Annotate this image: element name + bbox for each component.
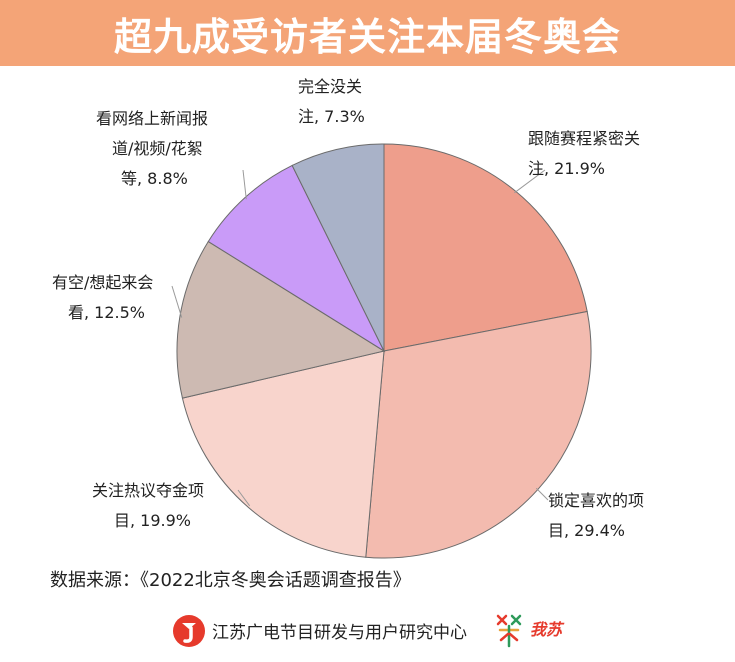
leader-line-watch-when-free [171, 285, 183, 318]
footer: 江苏广电节目研发与用户研究中心 我苏 [0, 606, 735, 654]
pie-slice-not-at-all [291, 143, 385, 352]
slice-label-online-news: 看网络上新闻报 道/视频/花絮 等, 8.8% [96, 109, 209, 188]
pie-slice-watch-when-free [176, 240, 386, 399]
slice-label-not-at-all: 完全没关 注, 7.3% [298, 77, 365, 126]
pie-slice-online-news [207, 164, 386, 353]
data-source: 数据来源：《2022北京冬奥会话题调查报告》 [50, 570, 411, 591]
pie-slice-gold-events [181, 350, 385, 558]
org-name: 江苏广电节目研发与用户研究中心 [212, 623, 467, 643]
leader-line-online-news [242, 169, 247, 200]
title-bar: 超九成受访者关注本届冬奥会 [0, 0, 735, 66]
slice-label-follow-closely: 跟随赛程紧密关 注, 21.9% [528, 129, 641, 178]
chart-title: 超九成受访者关注本届冬奥会 [113, 14, 621, 59]
brand-name: 我苏 [530, 620, 563, 639]
woshu-logo-icon [496, 614, 522, 648]
jsbc-logo-icon [173, 615, 205, 647]
leader-line-gold-events [237, 489, 251, 507]
slice-label-gold-events: 关注热议夺金项 目, 19.9% [92, 481, 205, 530]
slice-label-watch-when-free: 有空/想起来会 看, 12.5% [52, 273, 154, 322]
slice-label-favorite-events: 锁定喜欢的项 目, 29.4% [548, 491, 645, 540]
leader-line-favorite-events [535, 487, 549, 501]
leader-line-follow-closely [514, 169, 546, 194]
